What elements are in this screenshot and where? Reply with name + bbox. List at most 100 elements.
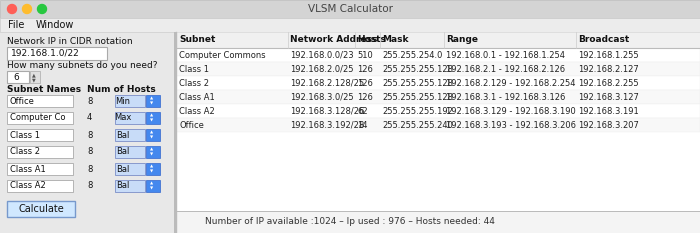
Text: Network Address: Network Address — [290, 35, 377, 45]
Text: Subnet: Subnet — [179, 35, 216, 45]
Text: ▲: ▲ — [150, 96, 153, 100]
Text: Class A1: Class A1 — [179, 93, 215, 102]
Circle shape — [8, 4, 17, 14]
Bar — [176, 62, 700, 76]
Text: 8: 8 — [87, 147, 92, 157]
Text: Class A1: Class A1 — [10, 164, 46, 174]
Text: 255.255.255.128: 255.255.255.128 — [382, 93, 453, 102]
Text: Class 2: Class 2 — [10, 147, 40, 157]
Bar — [146, 180, 160, 192]
Text: 126: 126 — [357, 65, 373, 73]
Bar — [146, 163, 160, 175]
Text: 255.255.254.0: 255.255.254.0 — [382, 51, 442, 59]
Text: File: File — [8, 20, 25, 30]
Text: 192.168.3.128/26: 192.168.3.128/26 — [290, 106, 365, 116]
Text: ▲: ▲ — [150, 164, 153, 168]
Text: Network IP in CIDR notation: Network IP in CIDR notation — [7, 38, 132, 47]
Text: Computer Commons: Computer Commons — [179, 51, 265, 59]
Text: 6: 6 — [13, 72, 19, 82]
Text: 192.168.3.192/28: 192.168.3.192/28 — [290, 120, 364, 130]
Text: Number of IP available :1024 – Ip used : 976 – Hosts needed: 44: Number of IP available :1024 – Ip used :… — [205, 217, 495, 226]
Text: 126: 126 — [357, 79, 373, 88]
Text: Class A2: Class A2 — [179, 106, 215, 116]
Text: 255.255.255.192: 255.255.255.192 — [382, 106, 453, 116]
Text: 192.168.2.128/25: 192.168.2.128/25 — [290, 79, 364, 88]
Text: Max: Max — [114, 113, 132, 123]
Bar — [7, 180, 73, 192]
Text: ▲: ▲ — [150, 130, 153, 134]
Bar — [7, 71, 29, 83]
Bar — [7, 47, 107, 60]
Bar — [7, 112, 73, 124]
Bar — [7, 129, 73, 141]
Text: ▼: ▼ — [150, 186, 153, 191]
Text: Broadcast: Broadcast — [578, 35, 629, 45]
Text: 255.255.255.128: 255.255.255.128 — [382, 65, 453, 73]
Bar — [176, 118, 700, 132]
Text: Computer Co: Computer Co — [10, 113, 66, 123]
Text: 192.168.1.0/22: 192.168.1.0/22 — [11, 49, 80, 58]
Bar — [146, 146, 160, 158]
Bar — [30, 71, 40, 83]
Text: 4: 4 — [87, 113, 92, 123]
Text: 255.255.255.240: 255.255.255.240 — [382, 120, 453, 130]
Text: Office: Office — [10, 96, 35, 106]
Bar — [176, 90, 700, 104]
Text: 192.168.2.127: 192.168.2.127 — [578, 65, 638, 73]
Text: Bal: Bal — [116, 147, 130, 157]
Text: Subnet Names: Subnet Names — [7, 86, 81, 95]
Bar — [146, 129, 160, 141]
Text: 192.168.2.255: 192.168.2.255 — [578, 79, 638, 88]
Bar — [115, 112, 145, 124]
Bar — [176, 32, 700, 233]
Text: How many subnets do you need?: How many subnets do you need? — [7, 62, 158, 71]
Text: ▲: ▲ — [150, 147, 153, 151]
Text: ▲: ▲ — [150, 182, 153, 185]
Text: 192.168.2.129 - 192.168.2.254: 192.168.2.129 - 192.168.2.254 — [446, 79, 575, 88]
Text: 192.168.3.1 - 192.168.3.126: 192.168.3.1 - 192.168.3.126 — [446, 93, 566, 102]
Text: ▼: ▼ — [150, 119, 153, 123]
Text: 192.168.2.0/25: 192.168.2.0/25 — [290, 65, 354, 73]
Text: Num of Hosts: Num of Hosts — [87, 86, 155, 95]
Bar — [115, 163, 145, 175]
Text: 126: 126 — [357, 93, 373, 102]
Text: Class 1: Class 1 — [179, 65, 209, 73]
Bar — [7, 95, 73, 107]
Text: 192.168.3.129 - 192.168.3.190: 192.168.3.129 - 192.168.3.190 — [446, 106, 575, 116]
Bar — [0, 32, 174, 233]
Bar — [7, 146, 73, 158]
Text: 192.168.2.1 - 192.168.2.126: 192.168.2.1 - 192.168.2.126 — [446, 65, 565, 73]
Text: ▲: ▲ — [32, 72, 36, 78]
Text: Class 2: Class 2 — [179, 79, 209, 88]
Circle shape — [22, 4, 32, 14]
Bar — [7, 201, 75, 217]
Text: ▼: ▼ — [150, 136, 153, 140]
Bar — [176, 104, 700, 118]
Bar — [115, 146, 145, 158]
Text: 14: 14 — [357, 120, 368, 130]
Text: 192.168.3.0/25: 192.168.3.0/25 — [290, 93, 354, 102]
Bar — [174, 32, 176, 233]
Bar — [115, 95, 145, 107]
Bar — [0, 18, 700, 32]
Text: Class A2: Class A2 — [10, 182, 46, 191]
Text: 8: 8 — [87, 130, 92, 140]
Text: Bal: Bal — [116, 164, 130, 174]
Text: 192.168.3.191: 192.168.3.191 — [578, 106, 638, 116]
Text: VLSM Calculator: VLSM Calculator — [307, 4, 393, 14]
Text: 62: 62 — [357, 106, 368, 116]
Text: 8: 8 — [87, 164, 92, 174]
Text: Mask: Mask — [382, 35, 409, 45]
Text: ▲: ▲ — [150, 113, 153, 117]
Text: 8: 8 — [87, 182, 92, 191]
Text: 8: 8 — [87, 96, 92, 106]
Text: 192.168.0.0/23: 192.168.0.0/23 — [290, 51, 354, 59]
Text: Office: Office — [179, 120, 204, 130]
Text: ▼: ▼ — [32, 78, 36, 82]
Text: ▼: ▼ — [150, 169, 153, 174]
Text: 255.255.255.128: 255.255.255.128 — [382, 79, 453, 88]
Bar — [176, 211, 700, 233]
Text: 192.168.0.1 - 192.168.1.254: 192.168.0.1 - 192.168.1.254 — [446, 51, 565, 59]
Text: Range: Range — [446, 35, 478, 45]
Text: Class 1: Class 1 — [10, 130, 40, 140]
